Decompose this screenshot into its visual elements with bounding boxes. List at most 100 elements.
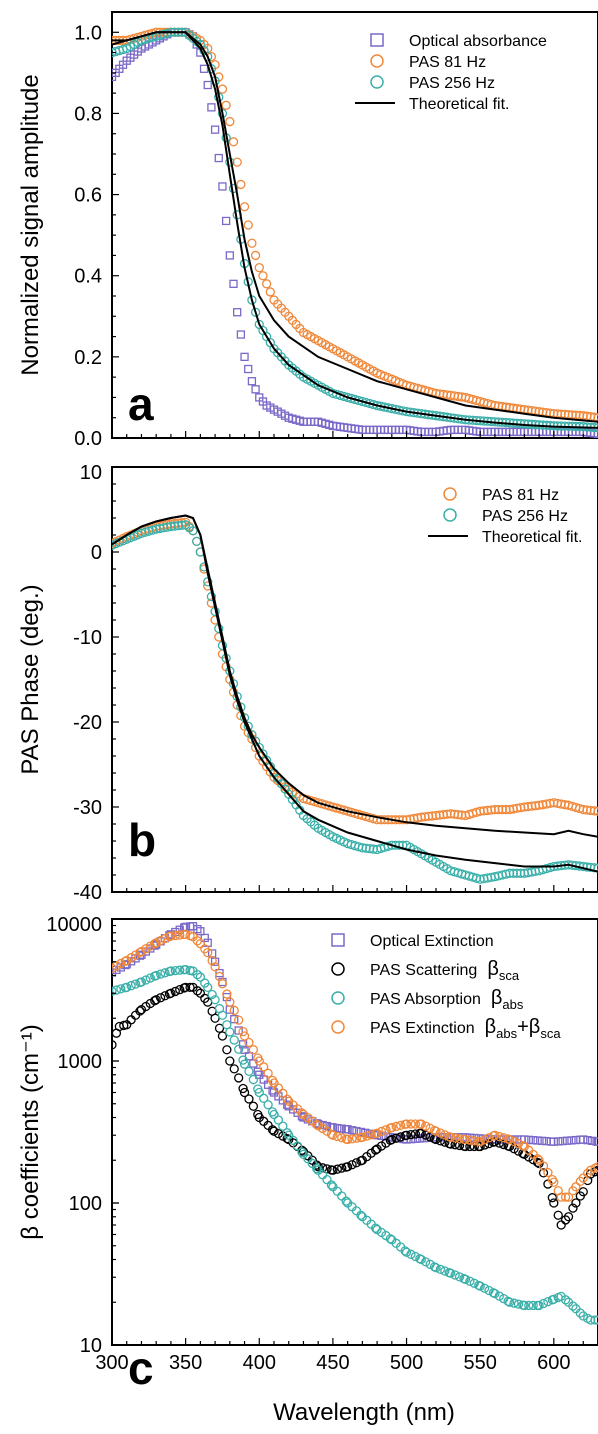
data-point — [229, 1035, 239, 1045]
legend-label: PAS 256 Hz — [409, 75, 495, 92]
data-point — [479, 1135, 490, 1145]
data-point — [593, 429, 598, 438]
y-axis-title: Normalized signal amplitude — [17, 74, 44, 375]
x-tick-label: 450 — [316, 1352, 349, 1374]
data-point — [192, 986, 203, 996]
data-point — [589, 863, 598, 873]
data-point — [342, 1162, 353, 1172]
data-point — [484, 1133, 494, 1143]
data-point — [170, 930, 180, 941]
data-point — [221, 100, 231, 110]
series-line — [112, 31, 598, 429]
data-point — [465, 1276, 475, 1286]
data-point — [151, 938, 161, 948]
data-point — [347, 1160, 357, 1170]
data-point — [396, 1120, 406, 1131]
data-point — [490, 1288, 500, 1299]
data-point — [465, 1135, 475, 1145]
data-point — [234, 1073, 244, 1083]
data-point — [337, 1124, 346, 1133]
legend-label: Optical Extinction — [370, 933, 494, 950]
data-point — [524, 1135, 533, 1144]
data-point — [273, 1115, 284, 1125]
legend: Optical Extinction PAS Scattering βsca PAS … — [331, 933, 561, 1041]
data-point — [337, 1163, 347, 1173]
data-point — [263, 1068, 273, 1078]
legend: Optical absorbance PAS 81 Hz PAS 256 Hz The… — [355, 33, 547, 113]
legend-marker — [370, 54, 384, 68]
data-point — [410, 1129, 421, 1139]
data-point — [238, 1083, 248, 1094]
data-point — [151, 995, 161, 1005]
data-point — [503, 1296, 513, 1306]
y-tick-label: 0 — [91, 542, 102, 564]
data-point — [239, 1087, 250, 1098]
data-point — [166, 966, 176, 976]
panel-letter-a: a — [128, 378, 154, 430]
data-point — [429, 1262, 440, 1272]
data-point — [560, 1215, 571, 1225]
data-point — [297, 1147, 307, 1157]
data-point — [239, 202, 250, 212]
data-point — [386, 1132, 395, 1142]
data-point — [221, 216, 231, 226]
data-point — [243, 220, 253, 230]
y-tick-label: 10 — [80, 462, 102, 484]
y-tick-label: 10000 — [46, 914, 102, 936]
data-point — [317, 1163, 328, 1173]
y-tick-label: -10 — [73, 627, 102, 649]
data-point — [446, 1268, 456, 1278]
data-point — [150, 996, 160, 1006]
data-point — [513, 1138, 524, 1149]
data-point — [332, 1186, 342, 1196]
plot-frame — [111, 466, 598, 893]
data-point — [562, 1136, 572, 1145]
data-point — [160, 991, 170, 1001]
data-point — [440, 1266, 450, 1276]
panel-a: 0.0 0.2 0.4 0.6 0.8 1.0 Normalized signal ampl… — [17, 11, 598, 450]
data-point — [543, 1167, 553, 1178]
data-point — [332, 1131, 342, 1142]
data-point — [282, 1094, 292, 1104]
data-point — [553, 1210, 563, 1220]
data-point — [341, 1196, 351, 1206]
data-point — [519, 1300, 530, 1311]
data-point — [475, 1281, 485, 1291]
data-point — [112, 985, 122, 995]
data-point — [401, 1119, 412, 1129]
data-point — [192, 969, 203, 980]
data-point — [175, 985, 185, 995]
data-point — [504, 1297, 515, 1307]
data-point — [151, 970, 161, 981]
data-point — [387, 1122, 397, 1133]
data-point — [583, 1136, 592, 1145]
data-point — [509, 1298, 519, 1308]
legend: PAS 81 Hz PAS 256 Hz Theoretical fit. — [428, 487, 582, 546]
data-point — [170, 965, 180, 976]
data-point — [593, 1315, 598, 1325]
data-point — [203, 947, 213, 958]
data-point — [571, 1135, 581, 1145]
data-point — [421, 1257, 431, 1267]
data-point — [435, 1128, 446, 1138]
data-point — [560, 1295, 571, 1305]
data-point — [593, 1137, 598, 1146]
data-point — [244, 364, 253, 374]
y-tick-label: 0.4 — [74, 266, 102, 288]
x-tick-label: 350 — [169, 1352, 202, 1374]
legend-label: PAS 256 Hz — [482, 508, 568, 525]
data-point — [322, 1175, 332, 1185]
legend-label: Theoretical fit. — [409, 96, 509, 113]
data-point — [322, 1164, 332, 1174]
data-point — [229, 1005, 239, 1016]
data-point — [217, 84, 228, 94]
data-point — [259, 1075, 268, 1084]
plot-area — [112, 514, 598, 884]
data-point — [560, 1192, 571, 1202]
data-point — [593, 413, 598, 423]
data-point — [210, 995, 220, 1005]
data-point — [250, 250, 261, 261]
legend-marker — [370, 75, 384, 89]
legend-marker — [443, 487, 457, 501]
